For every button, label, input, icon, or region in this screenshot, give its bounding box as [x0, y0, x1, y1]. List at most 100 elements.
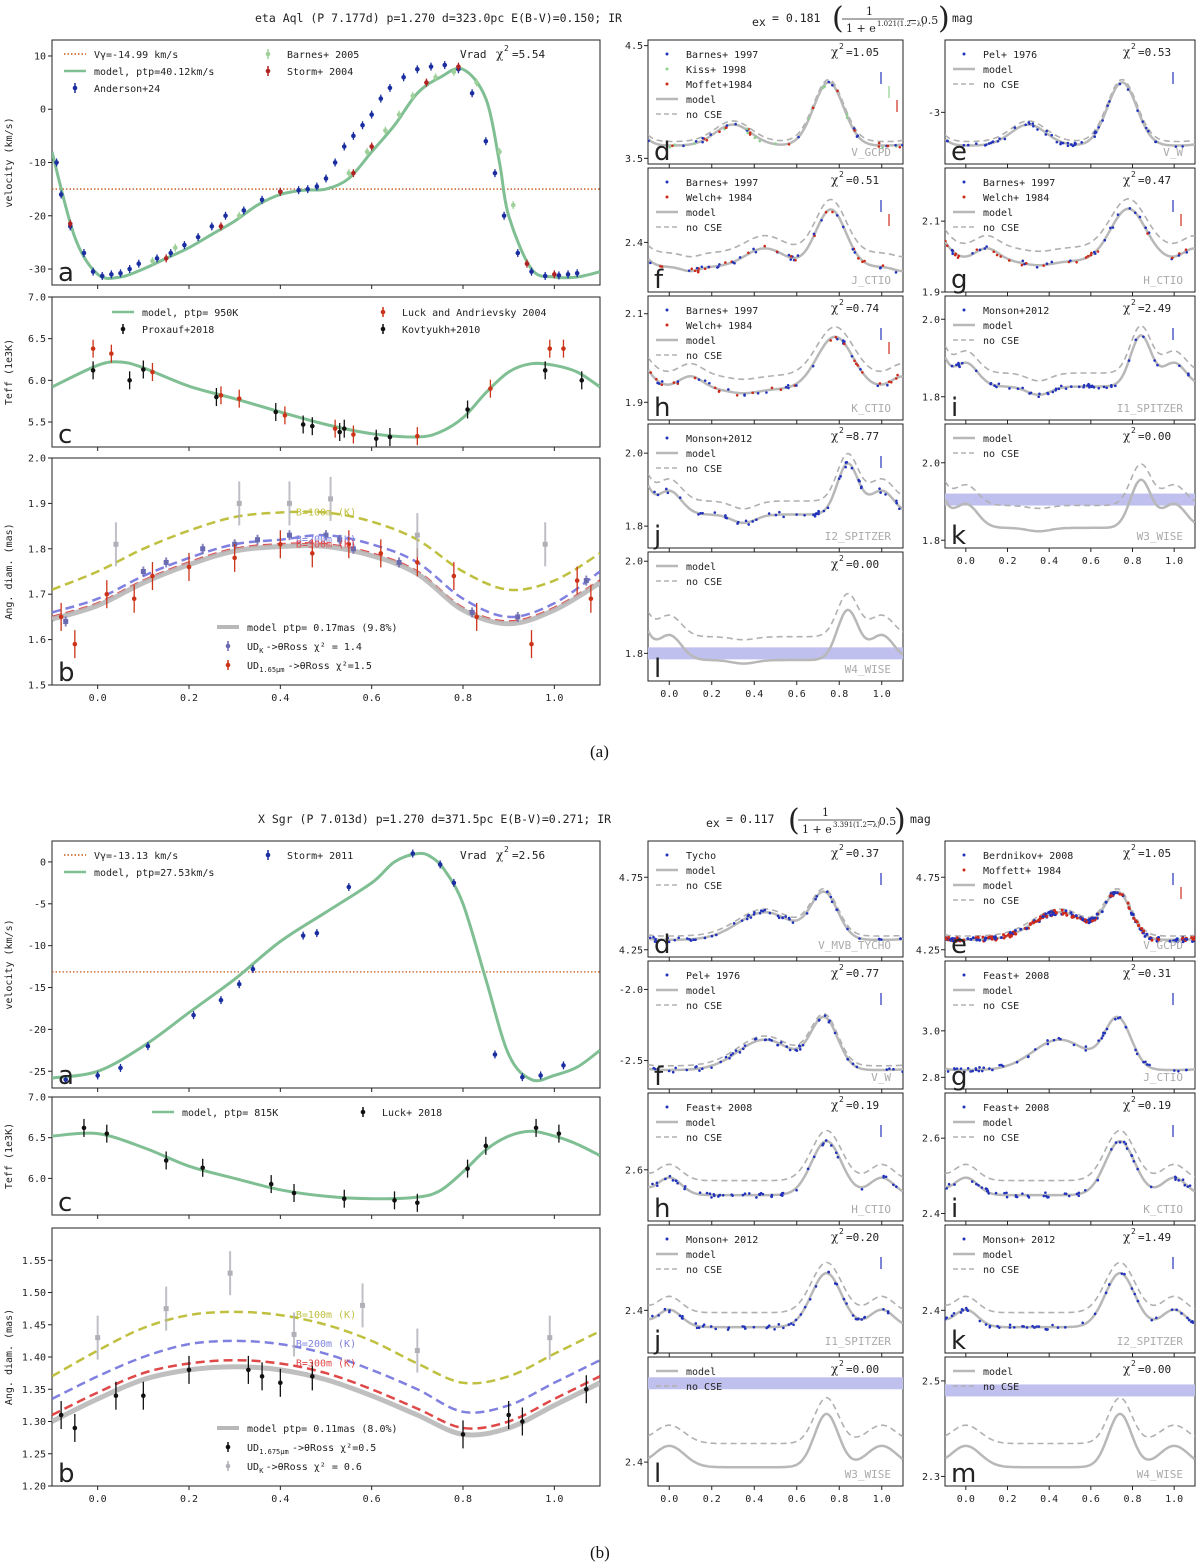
data-point-storm-2011 [561, 1063, 566, 1068]
photometry-point [776, 1043, 780, 1047]
photometry-point [782, 515, 785, 519]
chi2-value: =1.49 [1138, 1231, 1171, 1244]
photometry-point [1013, 929, 1017, 933]
legend-dot-swatch [962, 52, 966, 56]
legend: Pel+ 1976 model no CSE χ 2 =0.53 [953, 42, 1171, 91]
y-tick-label: 2.6 [922, 1134, 940, 1145]
photometry-point [1183, 1183, 1187, 1187]
photometry-point [1031, 1324, 1034, 1328]
photometry-e-v_gcpd: 4.25 4.75 V_GCPD e Berdnikov+ 2008 Moffett+ 1… [916, 840, 1196, 961]
photometry-point [710, 1196, 713, 1199]
photometry-point [1111, 226, 1115, 229]
legend-label: Proxauf+2018 [142, 325, 214, 336]
photometry-point [1097, 1039, 1100, 1042]
photometry-point [717, 1195, 720, 1198]
photometry-point [892, 1183, 895, 1187]
y-tick-label: -3 [928, 108, 940, 119]
photometry-point [653, 1067, 657, 1071]
y-axis-label: Ang. diam. (mas) [4, 1309, 15, 1405]
photometry-point [697, 513, 700, 516]
data-point-proxauf-2018 [387, 434, 393, 440]
photometry-point [672, 381, 676, 384]
photometry-point [717, 389, 721, 393]
photometry-point [721, 1193, 725, 1197]
photometry-point [834, 335, 838, 339]
photometry-point [988, 1324, 992, 1328]
photometry-point [1065, 913, 1069, 917]
photometry-point [658, 1070, 661, 1074]
legend-subscript: K [259, 1467, 264, 1475]
band-label: W4_WISE [845, 663, 891, 676]
legend-label: Welch+ 1984 [983, 193, 1049, 204]
data-point-proxauf-2018 [273, 409, 279, 415]
photometry-point [1105, 386, 1109, 390]
x-tick-label: 0.0 [660, 1494, 678, 1505]
photometry-point [758, 1192, 761, 1196]
photometry-point [1118, 892, 1122, 896]
legend-label-tail: ->θRoss χ²=1.5 [288, 661, 372, 672]
data-point-anderson-24 [428, 64, 434, 69]
model-curve [648, 1015, 903, 1072]
model-curve [648, 1139, 903, 1197]
x-tick-label: 0.8 [830, 689, 848, 700]
photometry-point [976, 938, 980, 942]
photometry-point [898, 145, 902, 149]
data-point-anderson-24 [195, 234, 201, 240]
photometry-point [1044, 1327, 1047, 1331]
photometry-point [886, 383, 889, 387]
photometry-point [694, 1322, 698, 1325]
photometry-point [895, 501, 899, 505]
data-point-storm-2004 [218, 224, 224, 229]
y-tick-label: 6.5 [28, 1133, 46, 1144]
photometry-point [767, 512, 771, 515]
photometry-point [1090, 251, 1093, 255]
photometry-point [1050, 133, 1054, 137]
photometry-point [1138, 215, 1142, 219]
photometry-point [952, 1311, 956, 1315]
photometry-point [777, 916, 781, 920]
photometry-point [1142, 1060, 1145, 1064]
y-tick-label: 2.0 [28, 454, 46, 465]
photometry-j-i2_spitzer-plot-area [648, 452, 903, 526]
chi-exponent: 2 [504, 44, 509, 53]
legend-label: Luck and Andrievsky 2004 [402, 308, 547, 319]
photometry-f-v_w: -2.5 -2.0 V_W f Pel+ 1976 model no CSE χ 2 =0.77 [619, 960, 904, 1093]
photometry-point [885, 1068, 889, 1071]
photometry-point [884, 1175, 888, 1179]
legend-err-marker [380, 309, 386, 315]
photometry-m-w4_wise-frame [944, 1356, 1196, 1487]
photometry-point [846, 1058, 850, 1061]
photometry-point [827, 80, 831, 84]
photometry-point [686, 937, 689, 940]
photometry-point [977, 1183, 980, 1187]
photometry-point [1010, 934, 1014, 938]
photometry-point [657, 1314, 660, 1317]
photometry-point [882, 1307, 885, 1311]
x-tick-label: 0.4 [271, 1494, 289, 1505]
y-tick-label: -10 [28, 158, 46, 169]
y-tick-label: 1.40 [22, 1353, 46, 1364]
panel-c-teff: 5.5 6.0 6.5 7.0 Teff (1e3K) c model, ptp= 950K… [4, 293, 601, 451]
chi-exponent: 2 [1131, 1095, 1136, 1104]
photometry-point [1044, 1191, 1047, 1194]
photometry-point [1087, 921, 1091, 925]
panel-a-vrad-frame [51, 39, 601, 286]
photometry-point [763, 908, 767, 912]
photometry-point [845, 460, 849, 464]
data-point-kovtyukh-2010 [300, 422, 306, 427]
photometry-point [992, 250, 996, 254]
photometry-point [1112, 890, 1116, 894]
photometry-point [811, 106, 815, 110]
x-tick-label: 0.0 [89, 693, 107, 704]
photometry-point [747, 523, 750, 526]
photometry-point [690, 267, 694, 271]
photometry-point [812, 513, 815, 517]
data-point-luck-2018 [465, 1166, 470, 1171]
legend-dot-swatch [962, 180, 966, 184]
photometry-point [1177, 1069, 1180, 1073]
photometry-point [794, 1318, 798, 1322]
photometry-point [822, 1142, 825, 1145]
photometry-point [708, 381, 711, 385]
photometry-point [1008, 931, 1012, 935]
photometry-point [817, 512, 820, 516]
